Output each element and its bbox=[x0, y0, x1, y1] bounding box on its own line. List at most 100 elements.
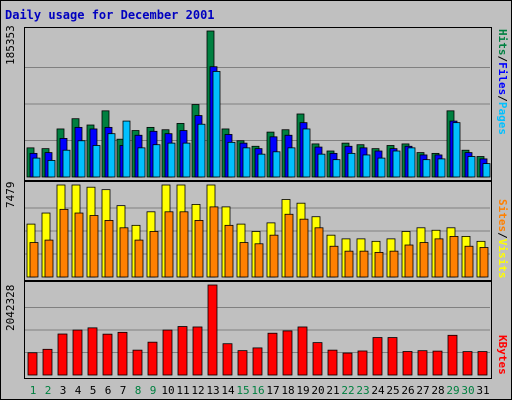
sites-bar bbox=[329, 245, 339, 278]
pages-bar bbox=[182, 142, 191, 178]
kbytes-bar bbox=[282, 330, 293, 376]
sites-bar bbox=[89, 215, 99, 278]
pages-bar bbox=[377, 157, 386, 178]
kbytes-bar bbox=[117, 331, 128, 376]
x-tick-label: 27 bbox=[416, 384, 429, 397]
sites-bar bbox=[449, 236, 459, 278]
sites-bar bbox=[254, 243, 264, 278]
kbytes-bar bbox=[417, 350, 428, 376]
sites-bar bbox=[434, 238, 444, 278]
x-tick-label: 29 bbox=[446, 384, 459, 397]
kbytes-bar bbox=[432, 350, 443, 376]
x-tick-label: 24 bbox=[371, 384, 385, 397]
pages-bar bbox=[227, 141, 236, 178]
pages-bar bbox=[362, 154, 371, 178]
pages-bar bbox=[242, 147, 251, 178]
kbytes-bar bbox=[477, 351, 488, 376]
x-tick-label: 15 bbox=[236, 384, 249, 397]
kbytes-bar bbox=[267, 332, 278, 376]
pages-bar bbox=[107, 133, 116, 178]
x-tick-label: 8 bbox=[135, 384, 142, 397]
x-tick-label: 3 bbox=[60, 384, 67, 397]
sites-bar bbox=[149, 231, 159, 278]
kbytes-bar bbox=[192, 326, 203, 376]
x-tick-label: 10 bbox=[161, 384, 174, 397]
kbytes-bar bbox=[57, 333, 68, 376]
x-tick-label: 25 bbox=[386, 384, 399, 397]
pages-bar bbox=[452, 122, 461, 178]
x-tick-label: 13 bbox=[206, 384, 219, 397]
sites-bar bbox=[419, 242, 429, 278]
kbytes-bar bbox=[237, 350, 248, 376]
pages-bar bbox=[302, 128, 311, 178]
pages-bar bbox=[272, 151, 281, 178]
sites-bar bbox=[209, 206, 219, 278]
sites-bar bbox=[224, 224, 234, 278]
x-tick-label: 23 bbox=[356, 384, 369, 397]
kbytes-bar bbox=[27, 352, 38, 376]
pages-bar bbox=[257, 153, 266, 178]
kbytes-bar bbox=[207, 284, 218, 376]
pages-bar bbox=[317, 153, 326, 178]
x-tick-label: 18 bbox=[281, 384, 294, 397]
x-tick-label: 26 bbox=[401, 384, 414, 397]
pages-bar bbox=[437, 158, 446, 178]
pages-bar bbox=[167, 142, 176, 178]
x-tick-label: 2 bbox=[45, 384, 52, 397]
sites-bar bbox=[314, 227, 324, 278]
pages-bar bbox=[77, 140, 86, 178]
kbytes-bar bbox=[312, 342, 323, 376]
pages-bar bbox=[62, 149, 71, 178]
kbytes-bar bbox=[87, 327, 98, 376]
x-tick-label: 6 bbox=[105, 384, 112, 397]
sites-bar bbox=[479, 247, 489, 278]
x-tick-label: 21 bbox=[326, 384, 339, 397]
sites-bar bbox=[29, 242, 39, 278]
pages-bar bbox=[122, 120, 131, 178]
kbytes-bar bbox=[372, 337, 383, 376]
sites-bar bbox=[59, 208, 69, 278]
kbytes-bar bbox=[102, 333, 113, 376]
pages-bar bbox=[137, 147, 146, 178]
sites-bar bbox=[374, 251, 384, 278]
x-tick-label: 16 bbox=[251, 384, 264, 397]
x-tick-label: 9 bbox=[150, 384, 157, 397]
pages-bar bbox=[152, 144, 161, 178]
pages-bar bbox=[407, 147, 416, 178]
sites-bar bbox=[164, 211, 174, 278]
pages-bar bbox=[287, 147, 296, 178]
pages-bar bbox=[212, 71, 221, 178]
x-tick-label: 17 bbox=[266, 384, 279, 397]
sites-bar bbox=[194, 220, 204, 278]
kbytes-bar bbox=[132, 349, 143, 376]
pages-bar bbox=[422, 159, 431, 178]
kbytes-bar bbox=[342, 352, 353, 376]
x-tick-label: 4 bbox=[75, 384, 82, 397]
x-tick-label: 20 bbox=[311, 384, 324, 397]
kbytes-bar bbox=[402, 351, 413, 376]
x-tick-label: 11 bbox=[176, 384, 189, 397]
kbytes-bar bbox=[462, 351, 473, 376]
kbytes-bar bbox=[387, 337, 398, 376]
kbytes-bar bbox=[222, 343, 233, 376]
sites-bar bbox=[284, 213, 294, 278]
pages-bar bbox=[392, 150, 401, 178]
kbytes-bar bbox=[297, 326, 308, 376]
sites-bar bbox=[104, 220, 114, 278]
sites-bar bbox=[134, 239, 144, 278]
kbytes-bar bbox=[327, 349, 338, 376]
kbytes-bar bbox=[252, 347, 263, 376]
pages-bar bbox=[32, 157, 41, 178]
pages-bar bbox=[47, 160, 56, 178]
x-tick-label: 19 bbox=[296, 384, 309, 397]
sites-bar bbox=[344, 250, 354, 278]
sites-bar bbox=[74, 212, 84, 278]
kbytes-bar bbox=[177, 326, 188, 376]
x-tick-label: 22 bbox=[341, 384, 354, 397]
x-tick-label: 7 bbox=[120, 384, 127, 397]
sites-bar bbox=[119, 227, 129, 278]
pages-bar bbox=[197, 123, 206, 178]
chart-title: Daily usage for December 2001 bbox=[5, 8, 215, 22]
